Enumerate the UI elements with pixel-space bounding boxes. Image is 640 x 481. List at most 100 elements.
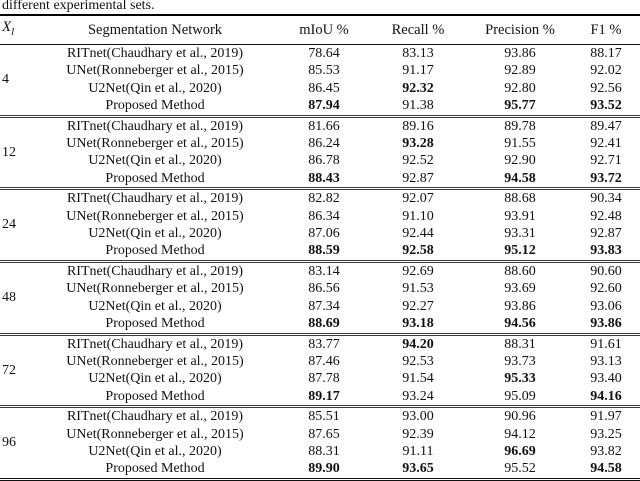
metric-cell: 93.40	[590, 371, 622, 387]
xl-subscript: l	[11, 26, 15, 38]
network-cell: Proposed Method	[105, 98, 205, 114]
metric-cell: 87.06	[308, 226, 340, 242]
header-row: Xl Segmentation Network mIoU % Recall % …	[0, 15, 640, 45]
network-cell: U2Net(Qin et al., 2020)	[88, 226, 222, 242]
network-cell: Proposed Method	[105, 461, 205, 477]
metric-cell: 89.17	[308, 388, 340, 404]
network-cell: UNet(Ronneberger et al., 2015)	[66, 353, 244, 369]
metric-cell: 82.82	[308, 191, 340, 207]
metric-cell: 95.77	[504, 98, 536, 114]
metric-cell: 90.96	[504, 409, 536, 425]
group-xl-72: 72 RITnet(Chaudhary et al., 2019) 83.77 94.…	[0, 334, 640, 407]
xl-value: 72	[2, 362, 16, 378]
metric-cell: 94.58	[504, 170, 536, 186]
metric-cell: 93.31	[504, 226, 536, 242]
table-row: U2Net(Qin et al., 2020) 87.06 92.44 93.31 92…	[0, 225, 640, 242]
metric-cell: 95.12	[504, 243, 536, 259]
table-row: U2Net(Qin et al., 2020) 88.31 91.11 96.69 93…	[0, 443, 640, 460]
metric-cell: 94.56	[504, 316, 536, 332]
metric-cell: 87.94	[308, 98, 340, 114]
network-cell: U2Net(Qin et al., 2020)	[88, 153, 222, 169]
header-cell-f1: F1 %	[590, 21, 622, 38]
network-cell: Proposed Method	[105, 316, 205, 332]
metric-cell: 93.86	[590, 316, 622, 332]
metric-cell: 93.83	[590, 243, 622, 259]
metric-cell: 81.66	[308, 118, 340, 134]
metric-cell: 87.34	[308, 298, 340, 314]
metric-cell: 91.17	[402, 63, 434, 79]
network-cell: Proposed Method	[105, 170, 205, 186]
network-cell: UNet(Ronneberger et al., 2015)	[66, 63, 244, 79]
metric-cell: 89.90	[308, 461, 340, 477]
table-row: U2Net(Qin et al., 2020) 87.34 92.27 93.86 93…	[0, 298, 640, 315]
metric-cell: 91.53	[402, 281, 434, 297]
network-cell: U2Net(Qin et al., 2020)	[88, 298, 222, 314]
table-row: 4 RITnet(Chaudhary et al., 2019) 78.64 83.1…	[0, 45, 640, 87]
metric-cell: 91.97	[590, 409, 622, 425]
metric-cell: 90.34	[590, 191, 622, 207]
metric-cell: 86.45	[308, 80, 340, 96]
network-cell: U2Net(Qin et al., 2020)	[88, 80, 222, 96]
table-row: UNet(Ronneberger et al., 2015) 86.56 91.53…	[0, 280, 640, 297]
header-cell-network: Segmentation Network	[87, 21, 223, 38]
metric-cell: 95.09	[504, 388, 536, 404]
network-cell: RITnet(Chaudhary et al., 2019)	[66, 46, 244, 61]
network-cell: UNet(Ronneberger et al., 2015)	[66, 208, 244, 224]
table-row: Proposed Method 88.59 92.58 95.12 93.83	[0, 242, 640, 261]
network-cell: RITnet(Chaudhary et al., 2019)	[66, 409, 244, 425]
metric-cell: 92.32	[402, 80, 434, 96]
metric-cell: 83.77	[308, 336, 340, 352]
table-row: 72 RITnet(Chaudhary et al., 2019) 83.77 94.…	[0, 334, 640, 378]
group-xl-24: 24 RITnet(Chaudhary et al., 2019) 82.82 92.…	[0, 188, 640, 262]
table-row: UNet(Ronneberger et al., 2015) 87.46 92.53…	[0, 353, 640, 370]
metric-cell: 95.33	[504, 371, 536, 387]
metric-cell: 88.60	[504, 263, 536, 279]
group-xl-4: 4 RITnet(Chaudhary et al., 2019) 78.64 83.1…	[0, 45, 640, 117]
table-row: U2Net(Qin et al., 2020) 86.78 92.52 92.90 92…	[0, 152, 640, 169]
table-row: UNet(Ronneberger et al., 2015) 86.34 91.10…	[0, 208, 640, 225]
metric-cell: 92.41	[590, 136, 622, 152]
table-row: Proposed Method 89.17 93.24 95.09 94.16	[0, 388, 640, 407]
metric-cell: 91.61	[590, 336, 622, 352]
metric-cell: 92.39	[402, 426, 434, 442]
metric-cell: 93.00	[402, 409, 434, 425]
table-row: U2Net(Qin et al., 2020) 87.78 91.54 95.33 93…	[0, 370, 640, 387]
table-caption: different experimental sets.	[2, 0, 155, 13]
metric-cell: 93.06	[590, 298, 622, 314]
xl-value: 48	[2, 289, 16, 305]
metric-cell: 88.17	[590, 46, 622, 61]
metric-cell: 93.28	[402, 136, 434, 152]
metric-cell: 93.13	[590, 353, 622, 369]
table-row: 48 RITnet(Chaudhary et al., 2019) 83.14 92.…	[0, 261, 640, 305]
table-row: Proposed Method 88.69 93.18 94.56 93.86	[0, 315, 640, 334]
network-cell: RITnet(Chaudhary et al., 2019)	[66, 118, 244, 134]
xl-value: 96	[2, 435, 16, 451]
header-cell-miou: mIoU %	[299, 21, 349, 38]
metric-cell: 83.13	[402, 46, 434, 61]
metric-cell: 88.31	[504, 336, 536, 352]
network-cell: UNet(Ronneberger et al., 2015)	[66, 426, 244, 442]
metric-cell: 94.16	[590, 388, 622, 404]
metric-cell: 86.78	[308, 153, 340, 169]
metric-cell: 91.55	[504, 136, 536, 152]
header-cell-recall: Recall %	[391, 21, 445, 38]
metric-cell: 83.14	[308, 263, 340, 279]
metric-cell: 92.60	[590, 281, 622, 297]
metric-cell: 93.86	[504, 46, 536, 61]
network-cell: Proposed Method	[105, 243, 205, 259]
metric-cell: 92.87	[590, 226, 622, 242]
results-table: Xl Segmentation Network mIoU % Recall % …	[0, 14, 640, 481]
table-row: U2Net(Qin et al., 2020) 86.45 92.32 92.80 92…	[0, 80, 640, 97]
xl-symbol: X	[2, 19, 12, 35]
network-cell: Proposed Method	[105, 388, 205, 404]
metric-cell: 91.54	[402, 371, 434, 387]
metric-cell: 92.52	[402, 153, 434, 169]
metric-cell: 93.72	[590, 170, 622, 186]
metric-cell: 89.16	[402, 118, 434, 134]
metric-cell: 87.65	[308, 426, 340, 442]
table-row: UNet(Ronneberger et al., 2015) 86.24 93.28…	[0, 135, 640, 152]
metric-cell: 90.60	[590, 263, 622, 279]
xl-value: 4	[2, 72, 9, 88]
xl-value: 12	[2, 144, 16, 160]
metric-cell: 88.31	[308, 443, 340, 459]
